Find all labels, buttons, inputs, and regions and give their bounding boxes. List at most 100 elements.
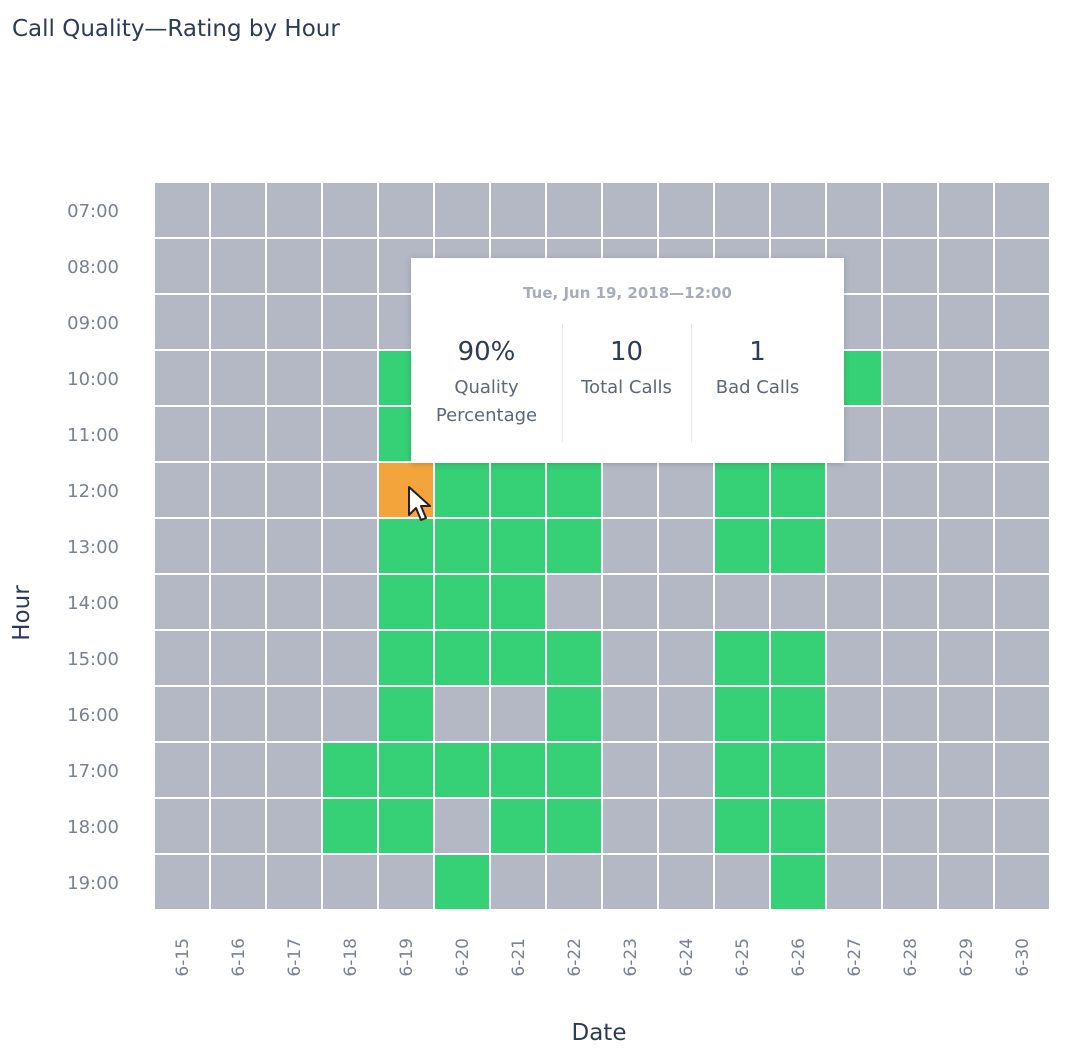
heatmap-cell[interactable]: [995, 239, 1049, 293]
heatmap-cell[interactable]: [211, 183, 265, 237]
heatmap-cell[interactable]: [267, 575, 321, 629]
heatmap-cell[interactable]: [547, 799, 601, 853]
heatmap-cell[interactable]: [211, 463, 265, 517]
heatmap-cell[interactable]: [547, 575, 601, 629]
heatmap-cell[interactable]: [715, 855, 769, 909]
heatmap-cell[interactable]: [603, 463, 657, 517]
heatmap-cell[interactable]: [379, 463, 433, 517]
heatmap-cell[interactable]: [211, 407, 265, 461]
heatmap-cell[interactable]: [827, 183, 881, 237]
heatmap-cell[interactable]: [491, 183, 545, 237]
heatmap-cell[interactable]: [883, 239, 937, 293]
heatmap-cell[interactable]: [323, 631, 377, 685]
heatmap-cell[interactable]: [155, 799, 209, 853]
heatmap-cell[interactable]: [715, 575, 769, 629]
heatmap-cell[interactable]: [771, 463, 825, 517]
heatmap-cell[interactable]: [211, 239, 265, 293]
heatmap-cell[interactable]: [883, 463, 937, 517]
heatmap-cell[interactable]: [939, 351, 993, 405]
heatmap-cell[interactable]: [995, 799, 1049, 853]
heatmap-cell[interactable]: [715, 631, 769, 685]
heatmap-cell[interactable]: [491, 799, 545, 853]
heatmap-cell[interactable]: [995, 351, 1049, 405]
heatmap-cell[interactable]: [659, 519, 713, 573]
heatmap-cell[interactable]: [435, 463, 489, 517]
heatmap-cell[interactable]: [939, 799, 993, 853]
heatmap-cell[interactable]: [491, 743, 545, 797]
heatmap-cell[interactable]: [827, 631, 881, 685]
heatmap-cell[interactable]: [883, 407, 937, 461]
heatmap-cell[interactable]: [155, 743, 209, 797]
heatmap-cell[interactable]: [995, 743, 1049, 797]
heatmap-cell[interactable]: [435, 575, 489, 629]
heatmap-cell[interactable]: [323, 743, 377, 797]
heatmap-cell[interactable]: [267, 743, 321, 797]
heatmap-cell[interactable]: [491, 463, 545, 517]
heatmap-cell[interactable]: [827, 463, 881, 517]
heatmap-cell[interactable]: [211, 855, 265, 909]
heatmap-cell[interactable]: [267, 295, 321, 349]
heatmap-cell[interactable]: [547, 855, 601, 909]
heatmap-cell[interactable]: [435, 183, 489, 237]
heatmap-cell[interactable]: [883, 351, 937, 405]
heatmap-cell[interactable]: [211, 687, 265, 741]
heatmap-cell[interactable]: [547, 463, 601, 517]
heatmap-cell[interactable]: [995, 407, 1049, 461]
heatmap-cell[interactable]: [715, 743, 769, 797]
heatmap-cell[interactable]: [267, 183, 321, 237]
heatmap-cell[interactable]: [939, 407, 993, 461]
heatmap-cell[interactable]: [659, 575, 713, 629]
heatmap-cell[interactable]: [267, 463, 321, 517]
heatmap-cell[interactable]: [491, 575, 545, 629]
heatmap-cell[interactable]: [939, 855, 993, 909]
heatmap-cell[interactable]: [379, 575, 433, 629]
heatmap-cell[interactable]: [995, 687, 1049, 741]
heatmap-cell[interactable]: [827, 519, 881, 573]
heatmap-cell[interactable]: [883, 519, 937, 573]
heatmap-cell[interactable]: [939, 239, 993, 293]
heatmap-cell[interactable]: [939, 295, 993, 349]
heatmap-cell[interactable]: [995, 575, 1049, 629]
heatmap-cell[interactable]: [603, 519, 657, 573]
heatmap-cell[interactable]: [491, 855, 545, 909]
heatmap-cell[interactable]: [435, 687, 489, 741]
heatmap-cell[interactable]: [323, 239, 377, 293]
heatmap-cell[interactable]: [155, 631, 209, 685]
heatmap-cell[interactable]: [603, 575, 657, 629]
heatmap-cell[interactable]: [435, 743, 489, 797]
heatmap-cell[interactable]: [883, 855, 937, 909]
heatmap-cell[interactable]: [267, 351, 321, 405]
heatmap-cell[interactable]: [771, 855, 825, 909]
heatmap-cell[interactable]: [323, 351, 377, 405]
heatmap-cell[interactable]: [267, 799, 321, 853]
heatmap-cell[interactable]: [715, 799, 769, 853]
heatmap-cell[interactable]: [603, 631, 657, 685]
heatmap-cell[interactable]: [267, 239, 321, 293]
heatmap-cell[interactable]: [155, 687, 209, 741]
heatmap-cell[interactable]: [547, 743, 601, 797]
heatmap-cell[interactable]: [379, 519, 433, 573]
heatmap-cell[interactable]: [715, 519, 769, 573]
heatmap-cell[interactable]: [211, 799, 265, 853]
heatmap-cell[interactable]: [547, 183, 601, 237]
heatmap-cell[interactable]: [211, 631, 265, 685]
heatmap-cell[interactable]: [939, 183, 993, 237]
heatmap-cell[interactable]: [883, 687, 937, 741]
heatmap-cell[interactable]: [323, 463, 377, 517]
heatmap-cell[interactable]: [155, 183, 209, 237]
heatmap-cell[interactable]: [883, 799, 937, 853]
heatmap-cell[interactable]: [771, 631, 825, 685]
heatmap-cell[interactable]: [995, 631, 1049, 685]
heatmap-cell[interactable]: [435, 519, 489, 573]
heatmap-cell[interactable]: [939, 687, 993, 741]
heatmap-cell[interactable]: [827, 575, 881, 629]
heatmap-cell[interactable]: [379, 687, 433, 741]
heatmap-cell[interactable]: [155, 351, 209, 405]
heatmap-cell[interactable]: [211, 743, 265, 797]
heatmap-cell[interactable]: [155, 407, 209, 461]
heatmap-cell[interactable]: [323, 799, 377, 853]
heatmap-cell[interactable]: [827, 687, 881, 741]
heatmap-cell[interactable]: [659, 799, 713, 853]
heatmap-cell[interactable]: [547, 519, 601, 573]
heatmap-cell[interactable]: [155, 855, 209, 909]
